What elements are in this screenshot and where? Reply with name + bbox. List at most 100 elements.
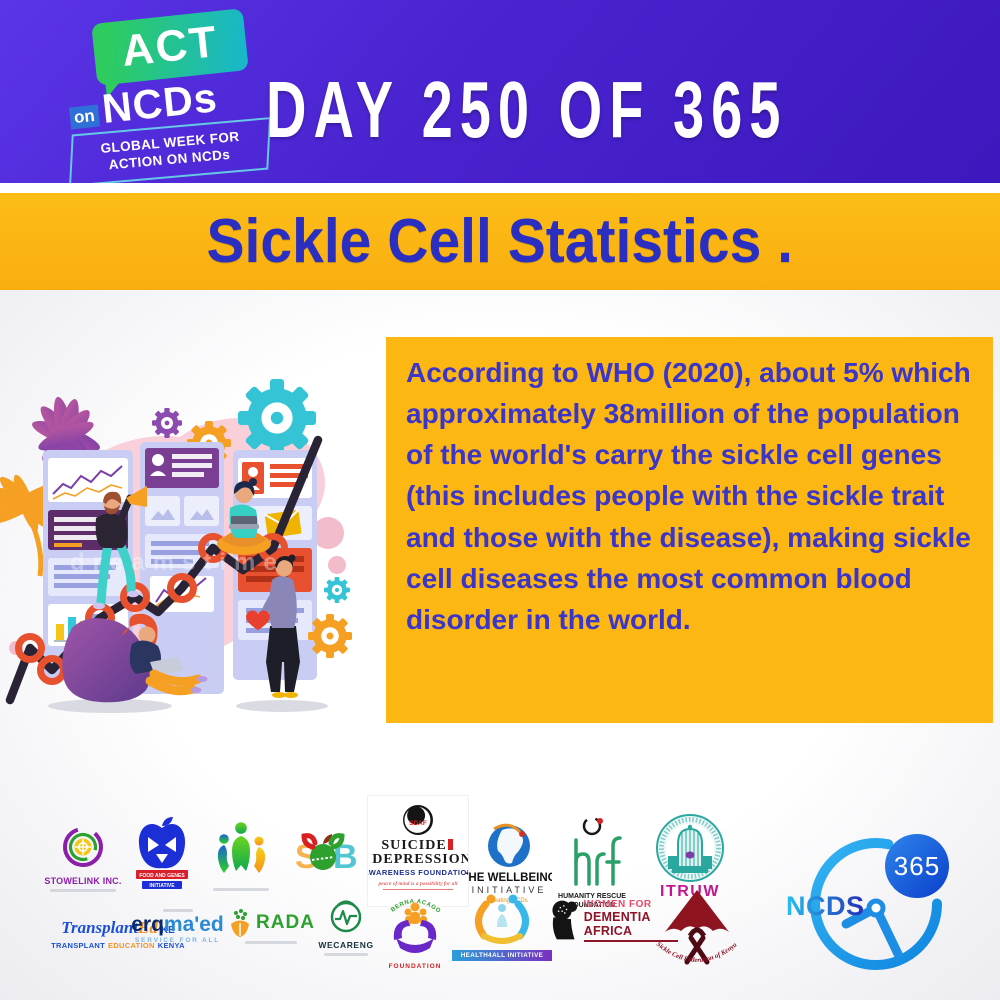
people-together-icon <box>217 822 266 873</box>
health4all-band: HEALTH4ALL INITIATIVE <box>452 950 552 961</box>
header-banner: ACT on NCDs GLOBAL WEEK FOR ACTION ON NC… <box>0 0 1000 187</box>
megaphone-man <box>93 486 147 610</box>
act-on-ncds-logo: ACT on NCDs GLOBAL WEEK FOR ACTION ON NC… <box>58 8 273 187</box>
dementia-underline <box>583 939 678 942</box>
sdaf-word1: SUICIDE <box>381 838 446 853</box>
partner-rada: RADA <box>226 908 316 944</box>
illegible-subtext <box>324 953 368 956</box>
hrf-icon: HUMANITY RESCUE FOUNDATION <box>558 816 626 909</box>
partner-stowelink: STOWELINK INC. <box>44 824 122 892</box>
stat-textbox: According to WHO (2020), about 5% which … <box>386 337 993 723</box>
ncds365-clock-icon: 365 NCDS <box>786 834 949 970</box>
heart-person <box>246 554 300 698</box>
rada-icon <box>231 909 250 937</box>
logo-on-text: on <box>68 104 100 130</box>
transplanted-region: KE <box>160 925 175 936</box>
partner-erqmaed: erqma'ed SERVICE FOR ALL <box>130 906 225 944</box>
dementia-line1: WOMEN FOR <box>583 898 652 910</box>
scfk-fan-ribbon-icon: Sickle Cell Federation of Kenya <box>655 890 739 965</box>
woman-head-silhouette-icon <box>552 900 578 940</box>
wecareng-name: WECARENG <box>318 940 374 950</box>
erqmaed-wordmark: erqma'ed <box>130 914 225 935</box>
transplanted-sub1: TRANSPLANT <box>51 941 106 950</box>
hrf-line1: HUMANITY RESCUE <box>558 893 626 900</box>
food-genes-band2: INITIATIVE <box>149 883 175 889</box>
itruw-name: ITRUW <box>660 883 720 900</box>
transplanted-subtitle: TRANSPLANT EDUCATION KENYA <box>38 941 198 950</box>
day-counter: DAY 250 OF 365 <box>266 65 788 154</box>
erqmaed-part2: ma'ed <box>163 913 224 936</box>
teamwork-charts-illustration: dreamstime <box>0 379 352 713</box>
content-area: dreamstime According to WHO (2020), abou… <box>0 290 1000 1000</box>
partner-sdaf: SDAF SUICIDE DEPRESSION AWARENESS FOUNDA… <box>363 796 472 906</box>
partner-health4all: HEALTH4ALL INITIATIVE <box>452 890 552 961</box>
partner-berna: BERNA ACAGO FOUNDATION <box>382 888 448 979</box>
illegible-subtext <box>213 888 269 891</box>
erqmaed-part1: erq <box>131 913 164 936</box>
partner-figures <box>212 818 270 891</box>
transplanted-accent: Ed <box>138 918 158 937</box>
transplanted-script: Transplant <box>61 918 139 937</box>
beanbag-laptop-woman <box>62 613 208 703</box>
partner-dementia-africa: WOMEN FOR DEMENTIA AFRICA <box>548 896 688 944</box>
transplanted-sub2: EDUCATION <box>108 941 155 950</box>
berna-foundation-text: FOUNDATION <box>389 963 442 970</box>
global-week-box: GLOBAL WEEK FOR ACTION ON NCDs <box>69 117 271 187</box>
title-banner: Sickle Cell Statistics . <box>0 193 1000 290</box>
speech-bubble-icon: ACT <box>91 8 249 98</box>
health4all-icon <box>475 894 529 944</box>
sdaf-monogram: SDAF <box>409 820 427 827</box>
white-divider <box>0 183 1000 193</box>
ground-shadow <box>236 700 328 712</box>
wellbeing-globe-icon: THE WELLBEING INITIATIVE beating NCDs <box>461 823 557 904</box>
ncds365-logo: 365 NCDS <box>786 818 970 983</box>
transplanted-wordmark: TransplantEd KE <box>38 918 198 938</box>
wellbeing-line1: THE WELLBEING <box>466 872 552 884</box>
sdaf-icon: SDAF SUICIDE DEPRESSION AWARENESS FOUNDA… <box>363 805 472 890</box>
ground-shadow <box>48 699 172 713</box>
ncds365-badge: 365 <box>894 851 940 881</box>
gear-icon <box>324 577 350 603</box>
hrf-line2: FOUNDATION <box>569 902 615 909</box>
gear-icon <box>238 379 316 457</box>
partner-scfk: Sickle Cell Federation of Kenya <box>644 882 750 987</box>
stowelink-name: STOWELINK INC. <box>44 876 122 886</box>
wellbeing-line2: INITIATIVE <box>472 885 547 895</box>
illegible-subtext <box>245 941 297 944</box>
transplanted-sub3: KENYA <box>157 941 185 950</box>
illegible-subtext <box>162 909 193 912</box>
partner-hrf: HUMANITY RESCUE FOUNDATION <box>556 814 628 917</box>
food-genes-band1: FOOD AND GENES <box>139 873 185 879</box>
wecareng-icon <box>330 900 362 933</box>
illegible-subtext <box>50 889 116 892</box>
dementia-africa-text: WOMEN FOR DEMENTIA AFRICA <box>583 898 688 942</box>
erqmaed-tagline: SERVICE FOR ALL <box>134 937 221 944</box>
sdaf-tagline: peace of mind is a possibility for all <box>378 880 458 887</box>
partner-wecareng: WECARENG <box>314 898 378 956</box>
orange-leaf <box>0 474 66 577</box>
dementia-line2: DEMENTIA AFRICA <box>583 909 651 938</box>
stowelink-icon <box>63 827 103 867</box>
itruw-emblem-icon: ITRUW <box>656 814 724 900</box>
partner-wellbeing: THE WELLBEING INITIATIVE beating NCDs <box>461 820 557 911</box>
sdaf-word2: DEPRESSION <box>372 852 468 867</box>
partner-itruw: ITRUW <box>642 808 738 908</box>
gear-icon <box>152 408 182 438</box>
heart-icon <box>246 610 270 630</box>
gear-icon <box>308 614 352 658</box>
ncds365-wordmark: NCDS <box>786 891 865 921</box>
laptop-woman-on-ring <box>217 478 271 555</box>
sob-fitness-icon: S B <box>295 833 358 876</box>
logo-act-text: ACT <box>119 17 221 76</box>
sdaf-word3: AWARENESS FOUNDATION <box>368 868 468 877</box>
partner-sob: S B <box>290 824 358 887</box>
page-title: Sickle Cell Statistics . <box>206 207 794 276</box>
partner-transplanted: TransplantEd KE TRANSPLANT EDUCATION KENYA <box>38 918 198 950</box>
rada-name: RADA <box>256 912 315 933</box>
stock-watermark: dreamstime <box>70 549 285 576</box>
partner-food-genes: FOOD AND GENES INITIATIVE <box>134 816 190 895</box>
food-genes-icon: FOOD AND GENES INITIATIVE <box>136 817 188 889</box>
berna-hands-icon: BERNA ACAGO FOUNDATION <box>389 899 442 970</box>
stat-paragraph: According to WHO (2020), about 5% which … <box>406 357 971 635</box>
